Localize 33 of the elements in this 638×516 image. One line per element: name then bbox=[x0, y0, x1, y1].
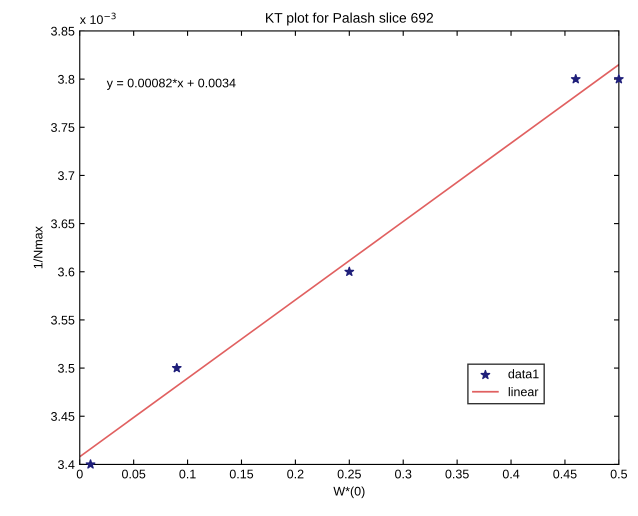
x-tick-label: 0.15 bbox=[230, 470, 254, 478]
x-tick-label: 0.5 bbox=[610, 470, 628, 478]
point bbox=[172, 362, 182, 372]
x-tick-label: 0.05 bbox=[122, 470, 146, 478]
annotation: y = 0.00082*x + 0.0034 bbox=[106, 78, 236, 90]
y-tick-label: 3.7 bbox=[58, 171, 74, 180]
text: x 10$^{−3}$ bbox=[80, 12, 116, 24]
y-tick-label: 3.45 bbox=[51, 412, 74, 421]
x-tick-label: 0 bbox=[76, 470, 83, 478]
x-tick-label: 0.45 bbox=[553, 470, 577, 478]
y-axis-title: 1/Nmax bbox=[33, 226, 43, 268]
point bbox=[344, 266, 354, 276]
x-tick-label: 0.35 bbox=[445, 470, 469, 478]
y-tick-label: 3.4 bbox=[58, 460, 75, 470]
legend-label: data1 bbox=[508, 369, 539, 378]
legend-label: linear bbox=[508, 387, 538, 396]
x-axis-title: W*(0) bbox=[333, 486, 364, 498]
x-tick-label: 0.1 bbox=[179, 470, 196, 478]
y-tick-label: 3.75 bbox=[51, 123, 74, 132]
y-tick-label: 3.6 bbox=[58, 268, 74, 276]
y-tick-label: 3.85 bbox=[51, 26, 74, 36]
y-tick-label: 3.8 bbox=[58, 74, 74, 84]
x-tick-label: 0.4 bbox=[502, 470, 520, 478]
point bbox=[614, 74, 624, 84]
point bbox=[570, 74, 581, 84]
x-tick-label: 0.25 bbox=[338, 470, 361, 478]
x-tick-label: 0.2 bbox=[287, 470, 304, 478]
y-tick-label: 3.65 bbox=[51, 219, 74, 228]
y-tick-label: 3.55 bbox=[51, 316, 74, 325]
chart-title: KT plot for Palash slice 692 bbox=[266, 12, 434, 26]
x-tick-label: 0.3 bbox=[395, 470, 412, 478]
point bbox=[86, 459, 96, 469]
y-tick-label: 3.5 bbox=[58, 364, 74, 373]
